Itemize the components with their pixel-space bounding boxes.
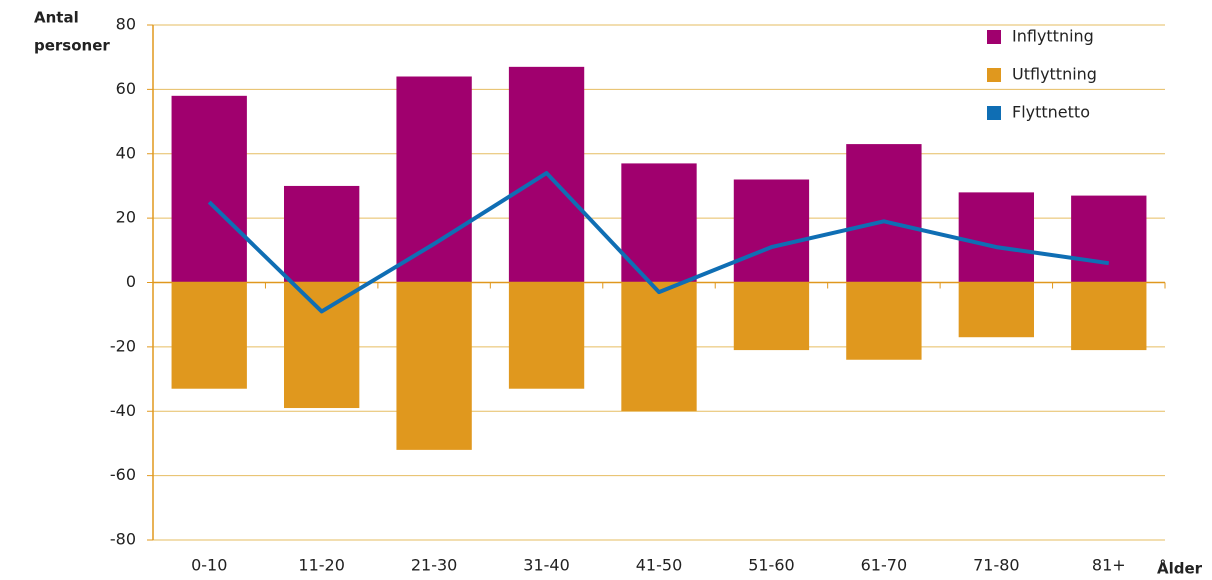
bar <box>283 185 360 283</box>
x-tick-label: 51-60 <box>748 556 795 575</box>
y-tick-label: -80 <box>110 530 136 549</box>
x-tick-label: 81+ <box>1092 556 1126 575</box>
bar <box>621 282 697 412</box>
y-tick-label: 80 <box>116 15 136 34</box>
y-tick-label: 60 <box>116 79 136 98</box>
bar <box>846 282 922 360</box>
legend-swatch <box>987 106 1001 120</box>
bar <box>396 76 472 283</box>
line <box>207 171 1110 314</box>
y-tick-label: 0 <box>126 272 136 291</box>
legend-label: Flyttnetto <box>1012 103 1090 122</box>
bar <box>733 179 810 283</box>
x-tick-label: 71-80 <box>973 556 1020 575</box>
y-tick-label: -60 <box>110 465 136 484</box>
legend-label: Utflyttning <box>1012 65 1097 84</box>
x-axis-label: Ålder <box>1157 559 1203 578</box>
y-tick-label: -20 <box>110 336 136 355</box>
bar <box>283 282 360 409</box>
bar <box>846 144 922 283</box>
bar <box>1071 195 1147 283</box>
bar <box>171 282 247 389</box>
x-tick-label: 61-70 <box>861 556 908 575</box>
y-tick-label: -40 <box>110 401 136 420</box>
legend-label: Inflyttning <box>1012 27 1094 46</box>
bar <box>396 282 472 450</box>
bar <box>508 282 585 389</box>
bar <box>171 95 247 283</box>
x-tick-label: 11-20 <box>298 556 345 575</box>
legend-swatch <box>987 30 1001 44</box>
x-tick-label: 31-40 <box>523 556 570 575</box>
x-tick-label: 21-30 <box>411 556 458 575</box>
bar <box>1071 282 1147 351</box>
bar <box>958 192 1035 283</box>
y-axis-label: Antal <box>34 9 79 27</box>
y-tick-label: 20 <box>116 208 136 227</box>
legend-swatch <box>987 68 1001 82</box>
x-tick-label: 0-10 <box>191 556 227 575</box>
y-tick-label: 40 <box>116 143 136 162</box>
bar <box>733 282 810 351</box>
bar <box>958 282 1035 338</box>
y-axis-label: personer <box>34 37 110 55</box>
x-tick-label: 41-50 <box>636 556 683 575</box>
